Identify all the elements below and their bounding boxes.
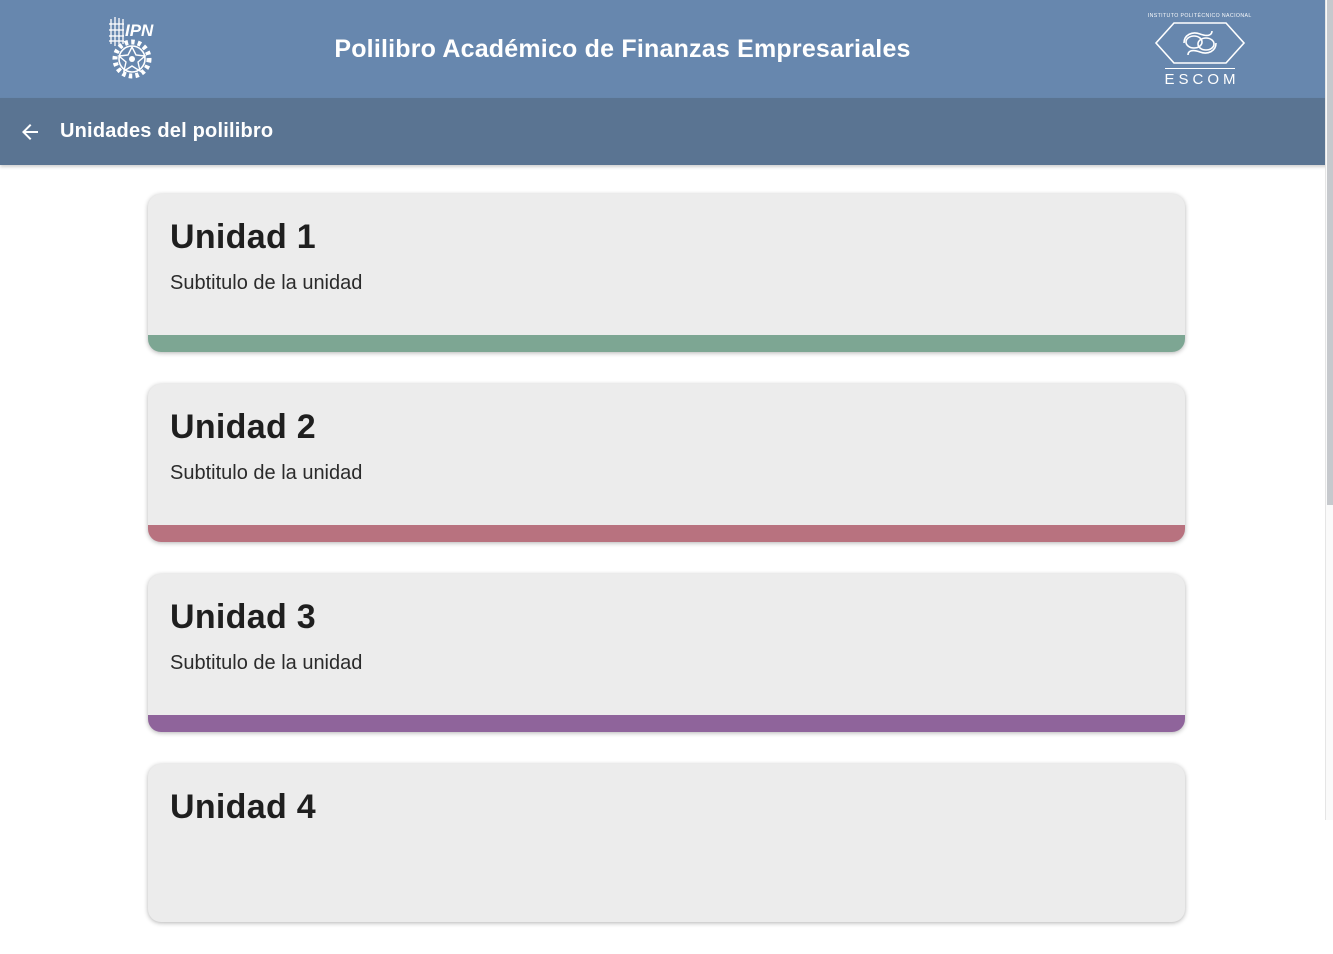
unit-card-1[interactable]: Unidad 1 Subtitulo de la unidad	[148, 194, 1185, 352]
unit-accent-strip	[148, 715, 1185, 732]
unit-card-body: Unidad 1 Subtitulo de la unidad	[148, 194, 1185, 295]
units-list: Unidad 1 Subtitulo de la unidad Unidad 2…	[0, 165, 1325, 954]
unit-title: Unidad 4	[170, 788, 316, 826]
unit-card-2[interactable]: Unidad 2 Subtitulo de la unidad	[148, 384, 1185, 542]
escom-hexagon-icon	[1154, 22, 1246, 64]
ipn-logo-icon: IPN	[107, 16, 159, 82]
unit-card-body: Unidad 4	[148, 764, 1185, 827]
arrow-back-icon	[18, 120, 42, 144]
app-title: Polilibro Académico de Finanzas Empresar…	[334, 34, 911, 63]
back-button[interactable]	[10, 112, 50, 152]
unit-accent-strip	[148, 335, 1185, 352]
unit-card-body: Unidad 2 Subtitulo de la unidad	[148, 384, 1185, 485]
unit-title: Unidad 2	[170, 408, 316, 446]
scrollbar-thumb[interactable]	[1327, 0, 1333, 505]
scrollbar-track[interactable]	[1325, 0, 1333, 820]
escom-label: ESCOM	[1164, 71, 1240, 88]
unit-card-body: Unidad 3 Subtitulo de la unidad	[148, 574, 1185, 675]
escom-institute-label: INSTITUTO POLITÉCNICO NACIONAL	[1148, 13, 1252, 19]
unit-accent-strip	[148, 905, 1185, 922]
app-header: IPN Polilibro Académico de Finanzas Empr…	[0, 0, 1333, 98]
unit-title: Unidad 1	[170, 218, 316, 256]
escom-logo-icon: INSTITUTO POLITÉCNICO NACIONAL ESCOM	[1148, 13, 1252, 88]
subheader-title: Unidades del polilibro	[60, 120, 274, 142]
unit-card-3[interactable]: Unidad 3 Subtitulo de la unidad	[148, 574, 1185, 732]
unit-subtitle: Subtitulo de la unidad	[170, 462, 363, 484]
subheader: Unidades del polilibro	[0, 98, 1333, 165]
escom-divider	[1165, 68, 1235, 69]
unit-accent-strip	[148, 525, 1185, 542]
unit-card-4[interactable]: Unidad 4	[148, 764, 1185, 922]
svg-text:IPN: IPN	[125, 21, 154, 40]
unit-subtitle: Subtitulo de la unidad	[170, 652, 363, 674]
unit-subtitle: Subtitulo de la unidad	[170, 272, 363, 294]
unit-title: Unidad 3	[170, 598, 316, 636]
